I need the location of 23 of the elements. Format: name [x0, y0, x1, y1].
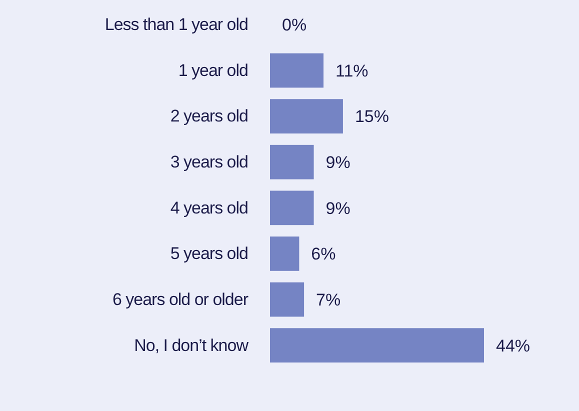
bar: [270, 144, 314, 180]
y-tick-label: 1 year old: [178, 60, 248, 80]
data-label: 6%: [311, 244, 336, 264]
y-tick-label: 6 years old or older: [112, 290, 249, 309]
y-tick-label: 2 years old: [170, 106, 248, 126]
bar: [270, 53, 324, 88]
bar: [270, 328, 484, 363]
y-tick-label: No, I don’t know: [134, 336, 250, 355]
data-label: 11%: [336, 61, 368, 80]
bar: [270, 99, 343, 134]
data-label: 15%: [354, 107, 389, 126]
y-tick-label: Less than 1 year old: [104, 15, 248, 34]
bar: [270, 190, 314, 226]
data-label: 9%: [326, 198, 350, 218]
data-label: 0%: [282, 16, 307, 35]
data-label: 9%: [326, 153, 350, 172]
data-label: 7%: [316, 290, 341, 310]
y-tick-label: 5 years old: [170, 244, 248, 264]
bar: [270, 236, 300, 271]
y-tick-label: 3 years old: [170, 152, 248, 172]
y-tick-label: 4 years old: [170, 198, 248, 218]
bar: [270, 282, 304, 317]
data-label: 44%: [496, 336, 530, 356]
